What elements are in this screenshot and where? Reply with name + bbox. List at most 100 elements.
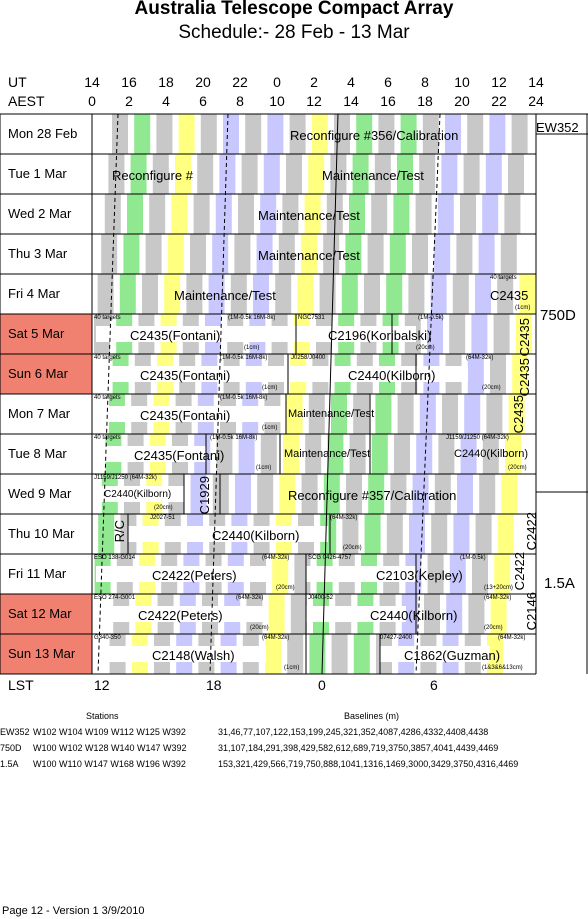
- obs-stripe: [490, 354, 506, 394]
- obs-stripe: [434, 234, 451, 274]
- block-r2: Maintenance/Test: [258, 208, 360, 223]
- obs-stripe: [171, 194, 188, 234]
- label-backdrop: [96, 446, 206, 462]
- ut-hour: 10: [454, 74, 470, 90]
- lst-line: [97, 113, 119, 675]
- aest-label: AEST: [8, 93, 45, 109]
- aest-hour: 24: [528, 93, 544, 109]
- obs-stripe: [234, 234, 251, 274]
- label-backdrop: [96, 646, 266, 662]
- obs-stripe: [497, 514, 514, 554]
- aest-hour: 2: [125, 93, 133, 109]
- lst-label: LST: [8, 677, 34, 693]
- note: (1M-0.5k): [418, 315, 444, 321]
- aest-hour: 8: [236, 93, 244, 109]
- note: (20cm): [250, 625, 269, 631]
- note: (20cm): [276, 585, 295, 591]
- obs-stripe: [422, 114, 439, 154]
- day-label: Sun 6 Mar: [8, 366, 68, 381]
- page-info: Page 12 - Version 1 3/9/2010: [2, 905, 145, 917]
- obs-stripe: [263, 154, 280, 194]
- obs-stripe: [308, 154, 325, 194]
- note: G340-350: [94, 635, 121, 641]
- ut-hour: 4: [347, 74, 355, 90]
- config-name: 1.5A: [0, 759, 19, 769]
- obs-stripe: [390, 474, 407, 514]
- note: (64M-32k): [262, 635, 290, 641]
- obs-stripe: [431, 514, 448, 554]
- block-r3: Maintenance/Test: [258, 248, 360, 263]
- obs-stripe: [320, 514, 337, 554]
- obs-stripe: [287, 634, 304, 674]
- block-r12-b: C2440(Kilborn): [370, 608, 458, 623]
- ut-hour: 16: [121, 74, 137, 90]
- note: J1159/J1250 (64M-32k): [446, 435, 509, 441]
- obs-stripe: [412, 234, 428, 274]
- block-r5-a: C2435(Fontani): [130, 328, 221, 343]
- obs-stripe: [216, 434, 233, 474]
- note: (20cm): [343, 545, 362, 551]
- obs-stripe: [468, 594, 485, 634]
- obs-stripe: [349, 434, 366, 474]
- obs-stripe: [323, 234, 340, 274]
- obs-stripe: [278, 234, 295, 274]
- obs-stripe: [341, 274, 358, 314]
- subtitle: Schedule:- 28 Feb - 13 Mar: [178, 22, 410, 43]
- obs-stripe: [175, 154, 191, 194]
- obs-stripe: [208, 274, 225, 314]
- obs-stripe: [482, 194, 499, 234]
- obs-stripe: [419, 394, 436, 434]
- obs-stripe: [445, 114, 461, 154]
- obs-stripe: [424, 594, 440, 634]
- block-r7-b: Maintenance/Test: [288, 408, 375, 420]
- day-label: Fri 11 Mar: [8, 566, 67, 581]
- block-r8-a: C2435(Fontani): [134, 448, 225, 463]
- obs-stripe: [268, 594, 285, 634]
- aest-hour: 10: [269, 93, 285, 109]
- obs-stripe: [508, 394, 525, 434]
- label-backdrop: [96, 406, 282, 422]
- obs-stripe: [416, 434, 433, 474]
- block-r9-c1929: C1929: [197, 476, 212, 515]
- obs-stripe: [112, 114, 128, 154]
- block-r6-a: C2435(Fontani): [140, 368, 231, 383]
- obs-stripe: [257, 474, 274, 514]
- stations-row: W100 W102 W128 W140 W147 W392: [33, 743, 187, 753]
- note: (64M-32k): [484, 595, 512, 601]
- note: (20cm): [482, 385, 501, 391]
- note: ESO 274-G001: [94, 595, 136, 601]
- obs-stripe: [493, 314, 510, 354]
- note: J0258/J0400: [291, 355, 326, 361]
- day-label: Thu 10 Mar: [8, 526, 75, 541]
- obs-stripe: [471, 314, 488, 354]
- aest-hour: 22: [491, 93, 507, 109]
- obs-stripe: [441, 154, 458, 194]
- note: (20cm): [484, 625, 503, 631]
- config-ew352: EW352: [536, 120, 579, 135]
- label-backdrop: [96, 326, 296, 342]
- obs-stripe: [149, 194, 166, 234]
- obs-stripe: [505, 434, 521, 474]
- note: (20cm): [416, 345, 435, 351]
- obs-stripe: [430, 274, 447, 314]
- baselines-row: 31,107,184,291,398,429,582,612,689,719,3…: [218, 743, 499, 753]
- aest-hour: 14: [343, 93, 359, 109]
- obs-stripe: [156, 114, 173, 154]
- obs-stripe: [386, 514, 403, 554]
- obs-stripe: [219, 154, 236, 194]
- aest-hour: 6: [199, 93, 207, 109]
- config-1-5a: 1.5A: [544, 575, 575, 592]
- label-backdrop: [92, 486, 184, 502]
- obs-stripe: [475, 514, 492, 554]
- obs-stripe: [308, 394, 325, 434]
- note: (1cm): [256, 465, 272, 471]
- note: 40 targets: [490, 275, 517, 281]
- ut-hour: 12: [491, 74, 507, 90]
- obs-stripe: [393, 194, 410, 234]
- obs-stripe: [134, 114, 151, 154]
- note: NGC7531: [298, 315, 325, 321]
- obs-stripe: [374, 154, 391, 194]
- obs-stripe: [97, 274, 114, 314]
- obs-stripe: [368, 474, 385, 514]
- obs-stripe: [238, 194, 254, 234]
